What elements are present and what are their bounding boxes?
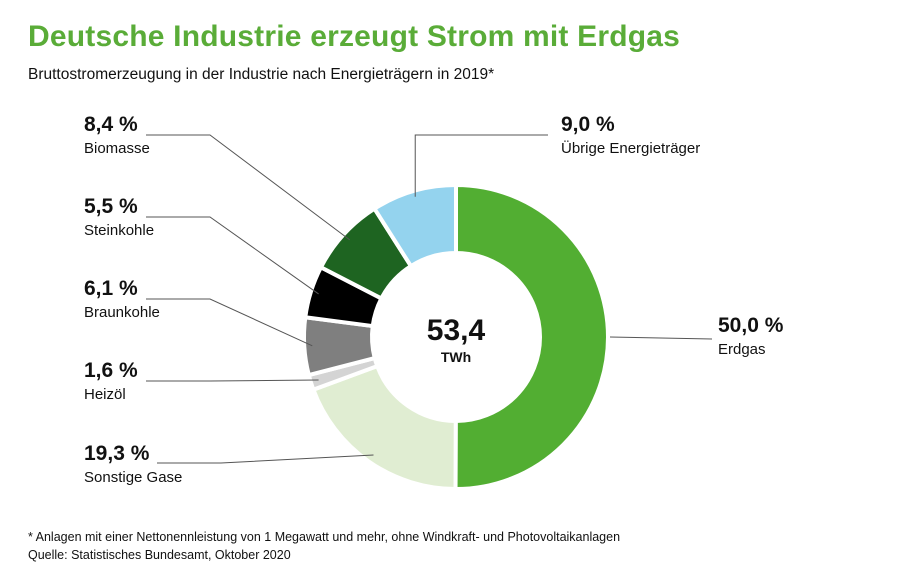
donut-slices <box>302 182 610 492</box>
slice-category-label: Heizöl <box>84 386 126 403</box>
slice-category-label: Braunkohle <box>84 304 160 321</box>
center-total-value: 53,4 <box>427 314 486 347</box>
slice-übrige-energieträger <box>371 182 458 269</box>
chart-title: Deutsche Industrie erzeugt Strom mit Erd… <box>28 20 681 53</box>
slice-category-label: Steinkohle <box>84 222 154 239</box>
slice-category-label: Biomasse <box>84 140 150 157</box>
leader-lines <box>146 134 713 464</box>
slice-percent-label: 8,4 % <box>84 113 138 136</box>
leader-line <box>414 134 548 197</box>
slice-percent-label: 6,1 % <box>84 277 138 300</box>
leader-line <box>146 134 351 241</box>
slice-percent-label: 19,3 % <box>84 442 150 465</box>
slice-category-label: Sonstige Gase <box>84 469 182 486</box>
slice-percent-label: 9,0 % <box>561 113 615 136</box>
footnote-source: Quelle: Statistisches Bundesamt, Oktober… <box>28 548 291 562</box>
leader-line <box>609 336 713 340</box>
center-total-unit: TWh <box>441 349 471 365</box>
leader-line <box>146 298 313 347</box>
leader-line <box>157 454 374 464</box>
footnote-note: * Anlagen mit einer Nettonennleistung vo… <box>28 530 621 544</box>
slice-percent-label: 5,5 % <box>84 195 138 218</box>
slice-category-label: Erdgas <box>718 341 766 358</box>
footnote: * Anlagen mit einer Nettonennleistung vo… <box>28 528 620 564</box>
leader-line <box>146 379 319 382</box>
slice-labels: 50,0 % Erdgas 19,3 % Sonstige Gase 1,6 % Heiz… <box>84 113 784 486</box>
slice-percent-label: 1,6 % <box>84 359 138 382</box>
slice-percent-label: 50,0 % <box>718 314 784 337</box>
chart-subtitle: Bruttostromerzeugung in der Industrie na… <box>28 66 495 83</box>
slice-erdgas <box>453 182 610 491</box>
slice-category-label: Übrige Energieträger <box>561 139 700 157</box>
slice-sonstige-gase <box>310 363 458 492</box>
leader-line <box>146 216 319 295</box>
